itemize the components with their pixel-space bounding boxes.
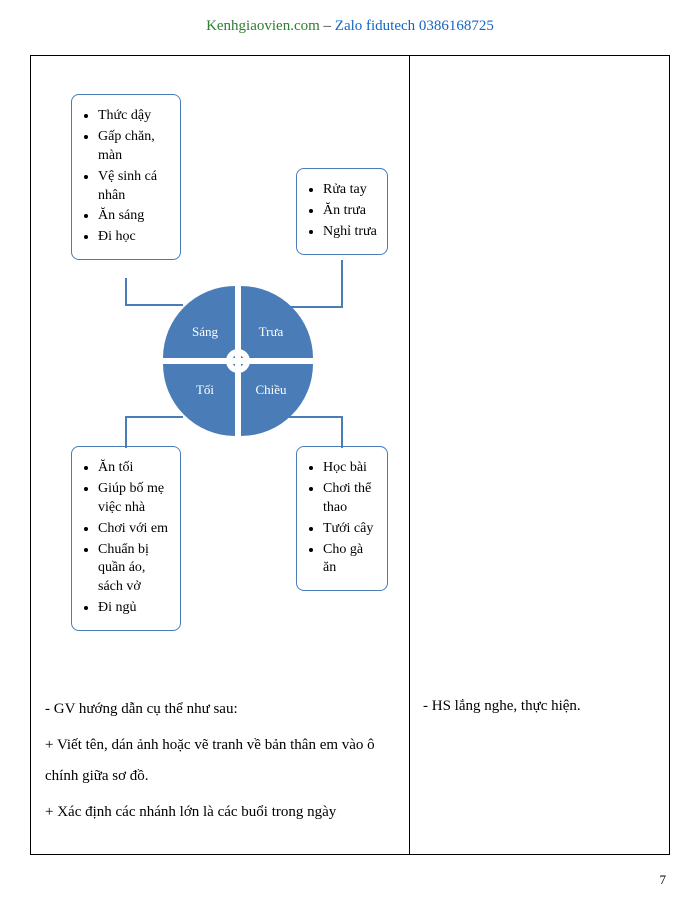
list-item: Đi ngủ [98, 599, 172, 618]
instruction-line: - GV hướng dẫn cụ thể như sau: [45, 694, 395, 726]
list-item: Nghỉ trưa [323, 223, 379, 242]
list-item: Cho gà ăn [323, 541, 379, 579]
quad-label: Tối [196, 382, 214, 398]
list-item: Rửa tay [323, 181, 379, 200]
page-number: 7 [660, 872, 667, 888]
list-item: Đi học [98, 228, 172, 247]
list-item: Chơi thể thao [323, 480, 379, 518]
teacher-instructions: - GV hướng dẫn cụ thể như sau: + Viết tê… [45, 694, 395, 832]
daily-schedule-diagram: Thức dậy Gấp chăn, màn Vệ sinh cá nhân Ă… [41, 76, 401, 686]
box-toi: Ăn tối Giúp bố mẹ việc nhà Chơi với em C… [71, 446, 181, 631]
connector [341, 416, 343, 448]
instruction-line: + Viết tên, dán ảnh hoặc vẽ tranh về bản… [45, 730, 395, 793]
center-circle: Sáng Trưa Tối Chiều [163, 286, 313, 436]
list-item: Vệ sinh cá nhân [98, 168, 172, 206]
quad-label: Chiều [255, 382, 286, 398]
instruction-line: + Xác định các nhánh lớn là các buổi tro… [45, 797, 395, 829]
list-item: Thức dậy [98, 107, 172, 126]
header-site: Kenhgiaovien.com [206, 18, 320, 34]
connector [341, 260, 343, 308]
page-header: Kenhgiaovien.com – Zalo fidutech 0386168… [0, 0, 700, 45]
list-item: Ăn trưa [323, 202, 379, 221]
list-item: Giúp bố mẹ việc nhà [98, 480, 172, 518]
quad-label: Sáng [192, 324, 218, 340]
list-item: Ăn tối [98, 459, 172, 478]
connector [125, 278, 127, 306]
column-divider [409, 56, 410, 854]
box-trua: Rửa tay Ăn trưa Nghỉ trưa [296, 168, 388, 255]
connector [125, 416, 127, 448]
list-item: Tưới cây [323, 520, 379, 539]
list-item: Chơi với em [98, 520, 172, 539]
header-contact: Zalo fidutech 0386168725 [335, 18, 494, 34]
box-chieu: Học bài Chơi thể thao Tưới cây Cho gà ăn [296, 446, 388, 591]
list-item: Học bài [323, 459, 379, 478]
box-sang: Thức dậy Gấp chăn, màn Vệ sinh cá nhân Ă… [71, 94, 181, 260]
student-line: - HS lắng nghe, thực hiện. [423, 694, 663, 718]
student-actions: - HS lắng nghe, thực hiện. [423, 694, 663, 718]
list-item: Gấp chăn, màn [98, 128, 172, 166]
swirl-icon [223, 346, 253, 376]
list-item: Ăn sáng [98, 207, 172, 226]
list-item: Chuẩn bị quần áo, sách vở [98, 541, 172, 598]
content-frame: Thức dậy Gấp chăn, màn Vệ sinh cá nhân Ă… [30, 55, 670, 855]
header-sep: – [320, 18, 335, 34]
quad-label: Trưa [259, 324, 284, 340]
